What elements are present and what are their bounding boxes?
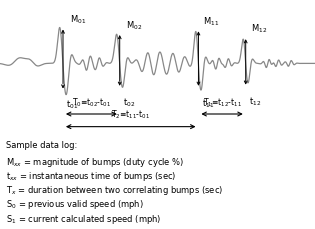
Text: M$_{12}$: M$_{12}$ <box>251 22 267 35</box>
Text: t$_{12}$: t$_{12}$ <box>249 95 261 108</box>
Text: M$_{02}$: M$_{02}$ <box>126 19 142 32</box>
Text: M$_{01}$: M$_{01}$ <box>70 13 86 26</box>
Text: M$_{11}$: M$_{11}$ <box>203 15 219 27</box>
Text: t$_{xx}$ = instantaneous time of bumps (sec): t$_{xx}$ = instantaneous time of bumps (… <box>6 169 177 182</box>
Text: t$_{11}$: t$_{11}$ <box>202 97 214 109</box>
Text: t$_{02}$: t$_{02}$ <box>123 96 135 109</box>
Text: T$_{0}$≡t$_{02}$-t$_{01}$: T$_{0}$≡t$_{02}$-t$_{01}$ <box>72 96 111 108</box>
Text: Sample data log:: Sample data log: <box>6 141 77 150</box>
Text: S$_{0}$ = previous valid speed (mph): S$_{0}$ = previous valid speed (mph) <box>6 198 144 211</box>
Text: M$_{xx}$ = magnitude of bumps (duty cycle %): M$_{xx}$ = magnitude of bumps (duty cycl… <box>6 155 185 168</box>
Text: T$_{1}$≡t$_{12}$-t$_{11}$: T$_{1}$≡t$_{12}$-t$_{11}$ <box>203 96 242 108</box>
Text: S$_{1}$ = current calculated speed (mph): S$_{1}$ = current calculated speed (mph) <box>6 212 162 225</box>
Text: T$_{2}$≡t$_{11}$-t$_{01}$: T$_{2}$≡t$_{11}$-t$_{01}$ <box>111 108 150 121</box>
Text: T$_{x}$ = duration between two correlating bumps (sec): T$_{x}$ = duration between two correlati… <box>6 183 224 196</box>
Text: t$_{01}$: t$_{01}$ <box>66 98 78 111</box>
